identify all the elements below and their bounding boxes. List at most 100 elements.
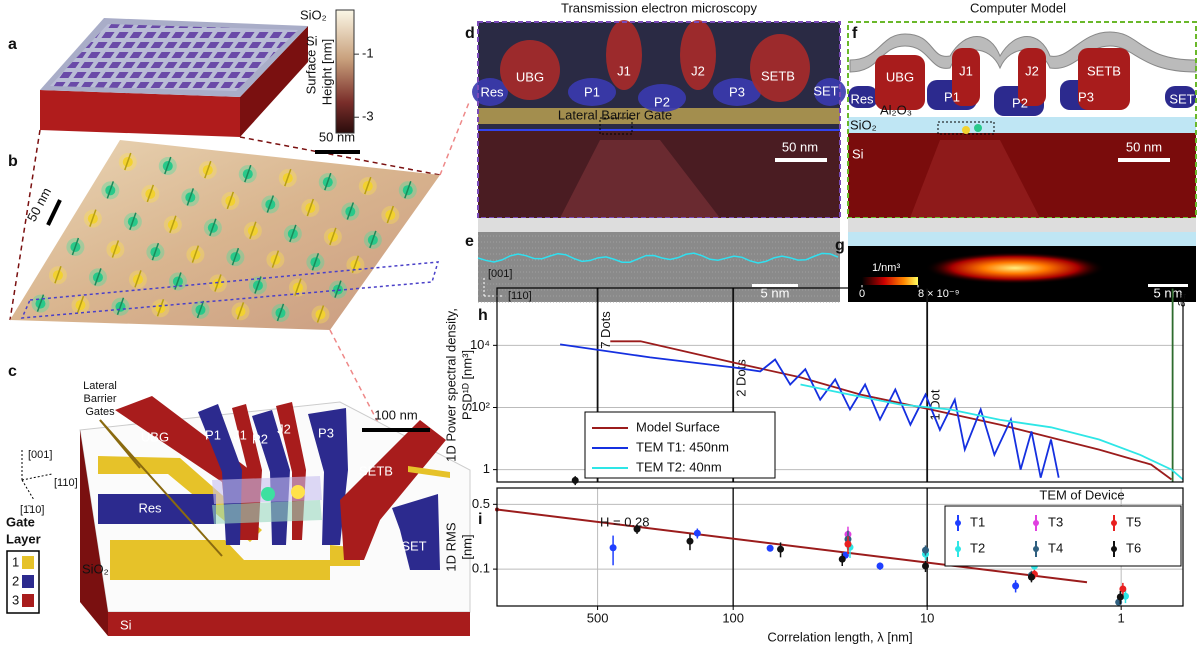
- y-axis-title: 1D Power spectral density,: [443, 308, 458, 462]
- x-tick-label: 10: [920, 610, 934, 625]
- gate-label: SETB: [761, 68, 795, 83]
- point: [686, 538, 693, 545]
- gate-label: UBG: [886, 69, 914, 84]
- panel-label: e: [465, 233, 474, 250]
- dot: [261, 487, 275, 501]
- panel-label: b: [8, 153, 18, 170]
- scale-label: 50 nm: [1126, 139, 1162, 154]
- annotation: Lateral: [83, 380, 117, 392]
- series-line: [801, 385, 1184, 480]
- gate-label: P2: [252, 431, 268, 446]
- legend-label: T3: [1048, 514, 1063, 529]
- legend-label: 2: [12, 573, 19, 588]
- colorbar-tick-label: -1: [362, 46, 374, 61]
- chip-side: [40, 90, 240, 137]
- gate-label: UBG: [516, 69, 544, 84]
- legend-swatch: [955, 546, 961, 552]
- gate-label: P2: [1012, 95, 1028, 110]
- zoom-fan: [478, 218, 840, 232]
- y-tick-label: 1: [483, 461, 490, 476]
- panel-label: c: [8, 363, 17, 380]
- tem-gate: [680, 20, 716, 90]
- gate-label: Res: [138, 500, 162, 515]
- dot: [291, 485, 305, 499]
- point: [839, 556, 846, 563]
- scale-label: 100 nm: [374, 407, 417, 422]
- gate-label: J2: [1025, 63, 1039, 78]
- layer-label: SiO₂: [850, 117, 877, 132]
- colorbar: [336, 10, 354, 133]
- gate-label: J1: [617, 63, 631, 78]
- legend-label: T5: [1126, 514, 1141, 529]
- legend-swatch: [22, 556, 34, 569]
- gate-label: J2: [691, 63, 705, 78]
- panel-label: i: [478, 511, 482, 528]
- legend-swatch: [955, 520, 961, 526]
- colorbar-tick-label: 0: [859, 288, 865, 300]
- legend-label: T6: [1126, 540, 1141, 555]
- point: [572, 477, 579, 484]
- y-tick-label: 0.5: [472, 496, 490, 511]
- panel-label: a: [8, 36, 17, 53]
- electron: [974, 124, 982, 132]
- gate-label: J2: [277, 421, 291, 436]
- scale-bar: [775, 158, 827, 162]
- annotation: Gates: [85, 406, 115, 418]
- legend-label: Model Surface: [636, 419, 720, 434]
- y-tick-label: 10⁴: [470, 337, 490, 352]
- point: [844, 541, 851, 548]
- legend-swatch: [22, 575, 34, 588]
- gate-label: P1: [205, 427, 221, 442]
- scale-bar: [1118, 158, 1170, 162]
- gate-label: SET: [401, 538, 426, 553]
- x-axis-title: Correlation length, λ [nm]: [767, 629, 912, 644]
- layer-label: Si: [306, 33, 318, 48]
- colorbar: [862, 277, 918, 285]
- annotation: Barrier: [83, 393, 116, 405]
- fit-label: H = 0.28: [600, 514, 650, 529]
- barrier-label: Lateral Barrier Gate: [558, 107, 672, 122]
- axis-arrow: [22, 474, 52, 480]
- x-tick-label: 500: [587, 610, 609, 625]
- panel-title: Transmission electron microscopy: [561, 0, 758, 15]
- density-top: [848, 232, 1196, 246]
- gate-label: Res: [480, 84, 504, 99]
- zoom-fan: [848, 218, 1196, 232]
- electron: [962, 126, 970, 134]
- legend-swatch: [1111, 546, 1117, 552]
- layer-label: Si: [852, 146, 864, 161]
- gate-label: P3: [729, 84, 745, 99]
- layer-label: Al₂O₃: [880, 102, 912, 117]
- point: [777, 546, 784, 553]
- legend-swatch: [1111, 520, 1117, 526]
- gate-label: P3: [318, 425, 334, 440]
- scale-bar: [362, 428, 430, 432]
- axis-label: [001]: [488, 268, 512, 280]
- point: [610, 544, 617, 551]
- gate-label: Res: [850, 91, 874, 106]
- legend-swatch: [1033, 520, 1039, 526]
- point: [877, 563, 884, 570]
- scale-label: 50 nm: [782, 139, 818, 154]
- panel-label: g: [835, 237, 845, 254]
- panel-title: Computer Model: [970, 0, 1066, 15]
- gate-label: SETB: [1087, 63, 1121, 78]
- density-glow: [925, 252, 1105, 284]
- panel-label: d: [465, 25, 475, 42]
- legend-label: T2: [970, 540, 985, 555]
- legend-swatch: [22, 594, 34, 607]
- colorbar-title: 1/nm³: [872, 262, 900, 274]
- point: [1117, 594, 1124, 601]
- gate-label: SET: [1169, 91, 1194, 106]
- layer-label: SiO₂: [300, 7, 327, 22]
- point: [922, 547, 929, 554]
- tem-gate: [606, 20, 642, 90]
- colorbar-tick-label: -3: [362, 109, 374, 124]
- legend-label: T1: [970, 514, 985, 529]
- legend-label: 1: [12, 554, 19, 569]
- gate-label: P1: [584, 84, 600, 99]
- legend-label: TEM T1: 450nm: [636, 439, 729, 454]
- connector: [440, 100, 470, 175]
